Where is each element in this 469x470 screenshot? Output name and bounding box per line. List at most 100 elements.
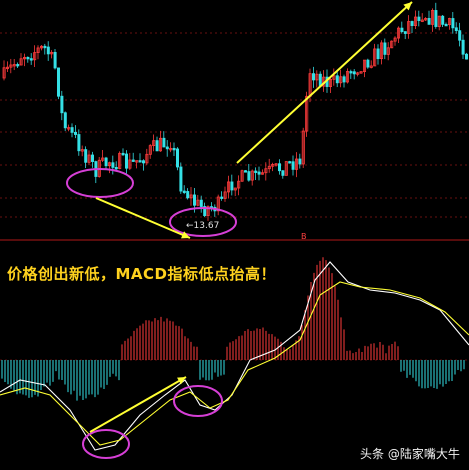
- candle-body: [101, 157, 105, 161]
- candle-body: [43, 45, 47, 49]
- macd-histogram: [1, 257, 465, 401]
- candle-body: [362, 59, 366, 72]
- candle-body: [125, 153, 129, 169]
- candle-body: [264, 168, 268, 174]
- candle-body: [19, 58, 23, 66]
- candle-body: [22, 56, 26, 60]
- candle-body: [240, 170, 244, 182]
- price-low-1-circle: [66, 168, 134, 198]
- candle-body: [396, 27, 400, 39]
- candle-body: [138, 160, 142, 163]
- candle-body: [77, 134, 81, 152]
- candle-body: [74, 131, 78, 135]
- candle-body: [257, 171, 261, 175]
- candle-body: [220, 196, 224, 199]
- candle-body: [288, 161, 292, 164]
- candle-body: [335, 75, 339, 84]
- candle-body: [369, 65, 373, 68]
- watermark-author: @陆家嘴大牛: [387, 447, 460, 461]
- candle-body: [206, 206, 210, 217]
- dif-line: [0, 261, 469, 451]
- candle-body: [454, 27, 458, 32]
- candle-body: [36, 47, 40, 53]
- candle-body: [461, 39, 465, 55]
- candle-body: [233, 187, 237, 191]
- price-lower-low-arrow: [95, 197, 191, 239]
- price-grid: [0, 32, 469, 361]
- candle-body: [223, 191, 227, 199]
- candle-body: [301, 130, 305, 165]
- candle-body: [40, 45, 44, 49]
- candle-body: [135, 160, 139, 163]
- dea-line: [0, 281, 469, 446]
- candle-body: [271, 164, 275, 167]
- candle-body: [349, 71, 353, 74]
- signal-marker: B: [301, 232, 307, 241]
- macd-low-1-circle: [82, 429, 130, 459]
- candle-body: [162, 137, 166, 148]
- candle-body: [91, 154, 95, 162]
- candle-body: [434, 10, 438, 27]
- watermark-source: 头条: [360, 447, 385, 461]
- candle-body: [424, 18, 428, 21]
- candle-body: [175, 148, 179, 168]
- candle-body: [60, 95, 64, 114]
- candle-body: [464, 53, 468, 60]
- candle-body: [437, 15, 441, 27]
- candle-body: [254, 170, 258, 173]
- candle-body: [199, 199, 203, 207]
- candle-body: [315, 73, 319, 81]
- candle-body: [67, 127, 71, 130]
- candle-body: [16, 64, 20, 67]
- candle-body: [114, 166, 118, 170]
- candle-body: [70, 127, 74, 133]
- candle-body: [359, 71, 363, 74]
- candle-body: [400, 27, 404, 33]
- candle-body: [407, 21, 411, 34]
- candle-body: [427, 18, 431, 25]
- candle-body: [444, 23, 448, 27]
- candle-body: [141, 160, 145, 164]
- candle-body: [294, 158, 298, 170]
- candle-body: [131, 159, 135, 162]
- candle-body: [447, 18, 451, 26]
- candle-body: [413, 16, 417, 26]
- candle-body: [179, 166, 183, 192]
- macd-low-2-circle: [173, 385, 223, 417]
- low-price-label: ←13.67: [186, 221, 219, 231]
- candlestick-series: [2, 2, 468, 221]
- candle-body: [274, 163, 278, 166]
- candle-body: [417, 16, 421, 21]
- candle-body: [332, 75, 336, 80]
- candle-body: [108, 162, 112, 167]
- candle-body: [57, 67, 61, 97]
- candle-body: [172, 147, 176, 151]
- macd-lines: [0, 261, 469, 451]
- candle-body: [311, 73, 315, 81]
- annotation-layer: [66, 1, 413, 459]
- candle-body: [441, 15, 445, 25]
- candle-body: [189, 194, 193, 199]
- candle-body: [342, 76, 346, 83]
- candle-body: [2, 67, 6, 79]
- candle-body: [12, 64, 16, 67]
- rally-arrow: [236, 1, 413, 164]
- candle-body: [379, 42, 383, 60]
- candle-body: [152, 140, 156, 147]
- candle-body: [33, 52, 37, 61]
- candle-body: [46, 46, 50, 55]
- candle-body: [63, 112, 67, 129]
- candle-body: [373, 48, 377, 67]
- divergence-caption: 价格创出新低，MACD指标低点抬高！: [7, 265, 276, 283]
- candle-body: [281, 170, 285, 176]
- candle-body: [291, 161, 295, 170]
- candle-body: [305, 95, 309, 132]
- candle-body: [284, 161, 288, 176]
- candle-body: [366, 59, 370, 68]
- candle-body: [216, 196, 220, 212]
- candle-body: [9, 64, 13, 68]
- candle-body: [53, 51, 57, 69]
- macd-higher-low-arrow-head: [177, 377, 186, 385]
- candle-body: [230, 181, 234, 191]
